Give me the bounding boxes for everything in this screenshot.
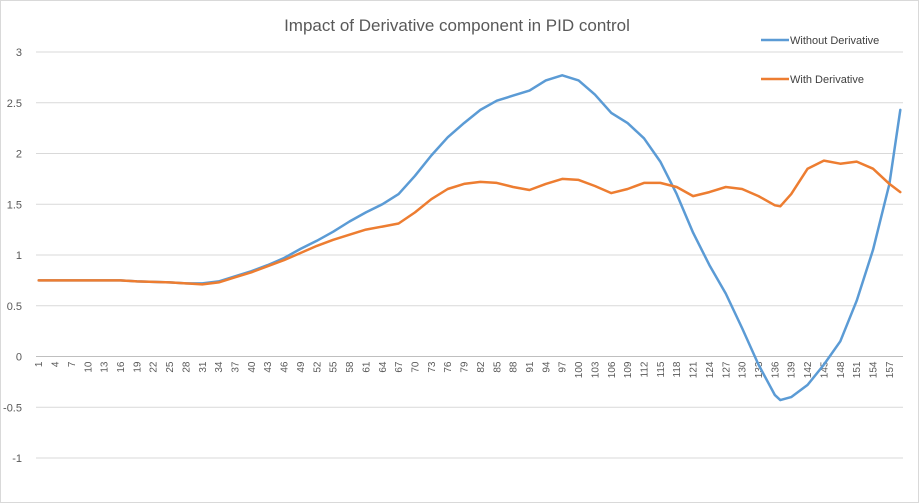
x-tick-label: 118: [672, 361, 683, 377]
x-tick-label: 43: [263, 361, 274, 373]
x-tick-label: 1: [34, 361, 45, 367]
x-tick-label: 145: [819, 361, 830, 378]
x-tick-label: 139: [787, 361, 798, 378]
y-tick-label: 3: [16, 47, 22, 59]
x-tick-label: 13: [100, 361, 111, 373]
x-tick-label: 121: [689, 361, 700, 378]
x-tick-label: 37: [231, 361, 242, 373]
x-tick-label: 10: [83, 361, 94, 373]
x-tick-label: 91: [525, 361, 536, 373]
x-tick-label: 142: [803, 361, 814, 378]
x-tick-label: 106: [607, 361, 618, 378]
x-tick-label: 31: [198, 361, 209, 373]
x-tick-label: 28: [181, 361, 192, 373]
y-tick-label: -1: [12, 453, 22, 465]
x-tick-label: 52: [312, 361, 323, 373]
x-tick-label: 94: [541, 361, 552, 373]
x-tick-label: 79: [460, 361, 471, 373]
x-tick-label: 61: [361, 361, 372, 373]
x-tick-label: 76: [443, 361, 454, 373]
x-tick-label: 130: [738, 361, 749, 378]
y-tick-label: 0: [16, 352, 22, 364]
x-tick-label: 88: [509, 361, 520, 373]
y-tick-label: 2.5: [7, 98, 22, 110]
x-tick-label: 100: [574, 361, 585, 378]
x-tick-label: 157: [885, 361, 896, 378]
x-tick-label: 67: [394, 361, 405, 373]
grid-lines: [36, 51, 903, 459]
y-tick-label: -0.5: [3, 402, 22, 414]
x-tick-label: 49: [296, 361, 307, 373]
legend-item-without-derivative[interactable]: Without Derivative: [761, 35, 879, 47]
series-line-with-derivative: [37, 159, 902, 286]
x-tick-label: 124: [705, 361, 716, 378]
chart-title: Impact of Derivative component in PID co…: [284, 16, 630, 35]
y-tick-label: 1: [16, 250, 22, 262]
legend-label: With Derivative: [790, 74, 864, 86]
series-line-without-derivative: [37, 74, 902, 402]
x-tick-label: 151: [852, 361, 863, 378]
y-tick-label: 0.5: [7, 301, 22, 313]
x-tick-label: 133: [754, 361, 765, 378]
x-tick-label: 19: [132, 361, 143, 373]
x-tick-label: 115: [656, 361, 667, 377]
x-tick-label: 22: [149, 361, 160, 373]
x-tick-label: 73: [427, 361, 438, 373]
x-tick-label: 70: [410, 361, 421, 373]
x-tick-label: 136: [770, 361, 781, 378]
x-tick-label: 7: [67, 361, 78, 367]
x-tick-label: 4: [51, 361, 62, 367]
x-tick-label: 154: [869, 361, 880, 378]
x-tick-label: 82: [476, 361, 487, 373]
x-tick-label: 34: [214, 361, 225, 373]
x-tick-label: 97: [558, 361, 569, 373]
legend-item-with-derivative[interactable]: With Derivative: [761, 74, 864, 86]
x-tick-label: 55: [329, 361, 340, 373]
x-tick-label: 64: [378, 361, 389, 373]
x-tick-label: 85: [492, 361, 503, 373]
y-tick-label: 1.5: [7, 199, 22, 211]
x-tick-label: 46: [280, 361, 291, 373]
x-tick-label: 25: [165, 361, 176, 373]
x-tick-label: 58: [345, 361, 356, 373]
x-tick-label: 16: [116, 361, 127, 373]
legend[interactable]: Without Derivative With Derivative: [761, 35, 879, 86]
y-tick-label: 2: [16, 149, 22, 161]
x-tick-label: 109: [623, 361, 634, 378]
x-tick-label: 103: [590, 361, 601, 378]
x-tick-label: 127: [721, 361, 732, 378]
x-tick-label: 148: [836, 361, 847, 378]
legend-label: Without Derivative: [790, 35, 879, 47]
series-lines: [37, 74, 902, 402]
x-tick-label: 40: [247, 361, 258, 373]
y-axis-labels: 3 2.5 2 1.5 1 0.5 0 -0.5 -1: [3, 47, 22, 465]
x-axis-labels: 1 4 7 10 13 16 19 22 25 28 31 34 37 40 43 46 49 52 55 58 61 6…: [34, 361, 896, 378]
x-tick-label: 112: [639, 361, 650, 377]
